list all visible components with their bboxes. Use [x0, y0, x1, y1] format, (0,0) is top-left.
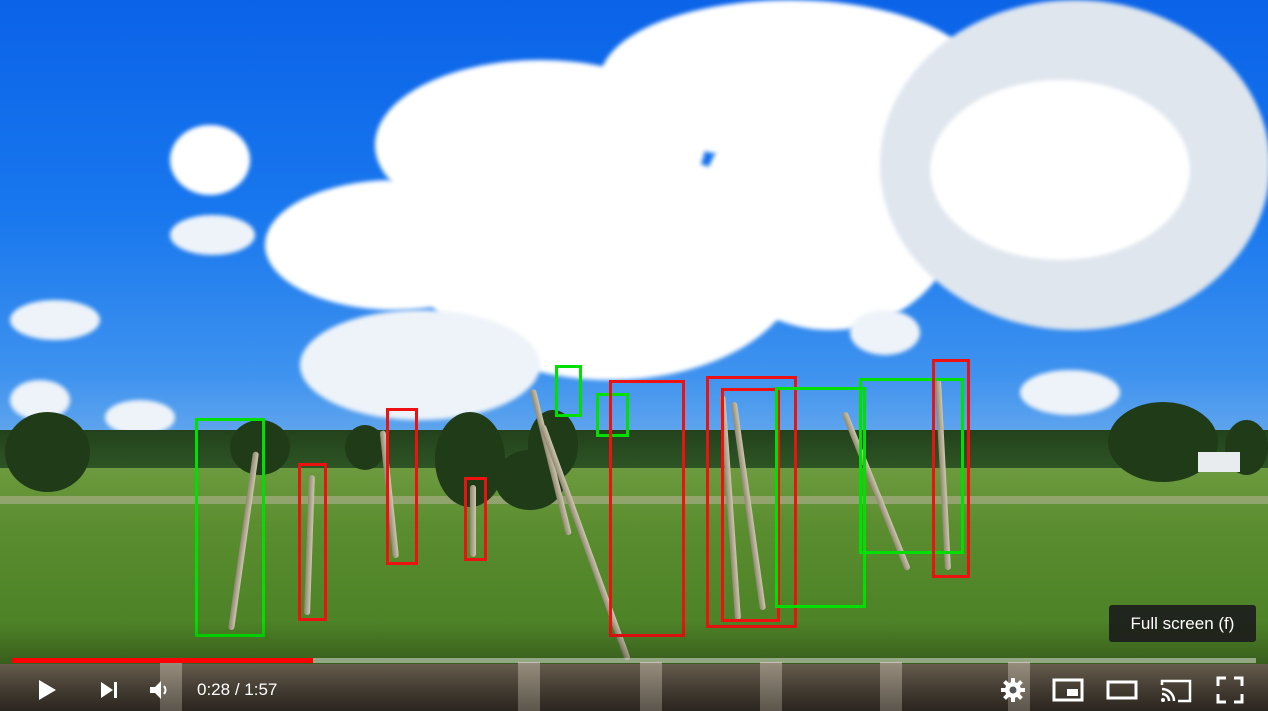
- gear-icon: [1000, 677, 1026, 703]
- time-separator: /: [230, 680, 245, 699]
- path: [0, 496, 1268, 504]
- detection-box-green: [555, 365, 582, 417]
- detection-box-red: [464, 477, 487, 561]
- detection-box-red: [386, 408, 418, 565]
- fullscreen-tooltip: Full screen (f): [1109, 605, 1256, 642]
- progress-played: [12, 658, 313, 663]
- detection-box-red: [609, 380, 685, 637]
- mute-button[interactable]: [140, 670, 180, 710]
- time-current: 0:28: [197, 680, 231, 699]
- volume-icon: [148, 678, 172, 702]
- theater-mode-button[interactable]: [1102, 670, 1142, 710]
- time-duration: 1:57: [244, 680, 278, 699]
- settings-button[interactable]: [994, 670, 1032, 710]
- cast-icon: [1160, 677, 1192, 703]
- detection-box-red: [932, 359, 970, 578]
- tree-line: [0, 430, 1268, 470]
- play-button[interactable]: [28, 670, 66, 710]
- theater-mode-icon: [1106, 680, 1138, 700]
- next-button[interactable]: [90, 670, 128, 710]
- detection-box-green: [775, 387, 866, 608]
- detection-box-red: [298, 463, 327, 621]
- control-bar: 0:28 / 1:57: [0, 670, 1268, 710]
- detection-box-green: [195, 418, 265, 637]
- play-icon: [36, 678, 58, 702]
- time-display: 0:28 / 1:57: [197, 670, 277, 710]
- fullscreen-icon: [1216, 676, 1244, 704]
- cast-button[interactable]: [1156, 670, 1196, 710]
- miniplayer-icon: [1052, 678, 1084, 702]
- controls-gradient: [0, 621, 1268, 711]
- miniplayer-button[interactable]: [1048, 670, 1088, 710]
- detection-box-red: [721, 388, 780, 622]
- fullscreen-button[interactable]: [1210, 670, 1250, 710]
- detection-box-green: [596, 393, 629, 437]
- next-icon: [98, 679, 120, 701]
- detection-box-green: [859, 378, 964, 554]
- progress-bar[interactable]: [12, 658, 1256, 663]
